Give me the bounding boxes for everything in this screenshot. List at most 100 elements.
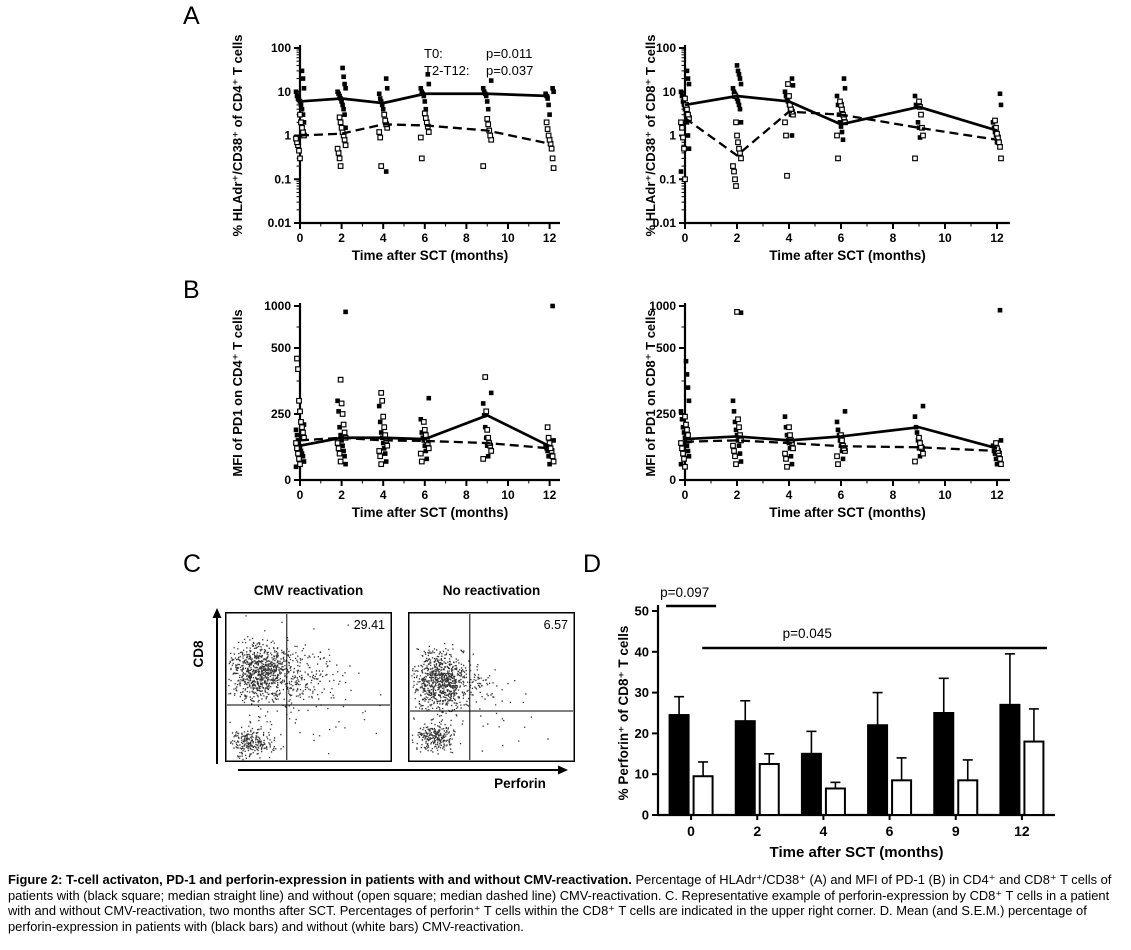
svg-text:Time after SCT (months): Time after SCT (months) — [769, 248, 926, 263]
svg-text:6: 6 — [421, 488, 428, 502]
svg-text:250: 250 — [656, 407, 676, 421]
svg-text:4: 4 — [380, 231, 387, 245]
svg-text:Time after SCT (months): Time after SCT (months) — [352, 505, 509, 520]
b_cd4-points-0 — [293, 303, 556, 470]
svg-text:0: 0 — [687, 823, 695, 839]
cd8-axis-arrow: CD8 — [191, 608, 222, 764]
svg-text:0: 0 — [284, 473, 291, 487]
cd8-arrow-head-icon — [212, 608, 222, 618]
svg-text:1: 1 — [284, 129, 291, 143]
svg-text:12: 12 — [990, 488, 1004, 502]
svg-text:100: 100 — [656, 41, 676, 55]
svg-text:1000: 1000 — [649, 299, 676, 313]
svg-text:10: 10 — [635, 767, 649, 782]
a_cd4-points-1 — [293, 110, 557, 171]
svg-text:2: 2 — [338, 488, 345, 502]
svg-text:12: 12 — [543, 231, 557, 245]
svg-text:8: 8 — [463, 488, 470, 502]
svg-text:MFI of PD1 on CD8⁺ T cells: MFI of PD1 on CD8⁺ T cells — [643, 309, 658, 476]
svg-text:% Perforin⁺ of CD8⁺ T cells: % Perforin⁺ of CD8⁺ T cells — [616, 626, 631, 801]
svg-text:20: 20 — [635, 726, 649, 741]
svg-text:8: 8 — [463, 231, 470, 245]
flow-cmv: 29.41 — [225, 612, 392, 762]
svg-text:Time after SCT (months): Time after SCT (months) — [352, 248, 509, 263]
svg-text:2: 2 — [338, 231, 345, 245]
b_cd8-median-0 — [684, 425, 998, 450]
a_cd8-points-1 — [678, 81, 1004, 189]
chart-d: 0 10 20 30 40 50 0 2 4 6 9 12 p=0.097 p=0.045 % Perfor… — [616, 585, 1055, 861]
svg-text:6: 6 — [886, 823, 894, 839]
svg-text:12: 12 — [990, 231, 1004, 245]
svg-text:9: 9 — [952, 823, 960, 839]
caption-body: Percentage of HLAdr⁺/CD38⁺ (A) and MFI o… — [8, 872, 1112, 934]
panel-b-label: B — [183, 276, 200, 304]
svg-text:6: 6 — [421, 231, 428, 245]
svg-text:10: 10 — [501, 231, 515, 245]
d-bars-series-1 — [692, 708, 1045, 817]
svg-text:10: 10 — [278, 85, 292, 99]
svg-text:6.57: 6.57 — [544, 618, 568, 632]
svg-text:50: 50 — [635, 604, 649, 619]
svg-text:6: 6 — [838, 488, 845, 502]
svg-text:500: 500 — [656, 341, 676, 355]
flow-title-cmv: CMV reactivation — [253, 583, 364, 598]
c_cmv-dots — [228, 615, 382, 761]
chart-b-cd8: 0 250 500 1000 0 2 4 6 8 10 12 MFI of PD1 on CD8⁺ T… — [643, 299, 1010, 520]
d-bars-series-0 — [668, 653, 1021, 817]
svg-text:0.1: 0.1 — [274, 172, 291, 186]
svg-text:0.1: 0.1 — [659, 172, 676, 186]
svg-text:500: 500 — [271, 341, 291, 355]
b_cd8-median-1 — [684, 439, 998, 453]
caption-title: Figure 2: T-cell activaton, PD-1 and per… — [8, 872, 632, 887]
perforin-axis-label: Perforin — [494, 776, 546, 791]
svg-text:4: 4 — [380, 488, 387, 502]
c_nocmv-dots — [411, 643, 549, 755]
svg-text:2: 2 — [734, 488, 741, 502]
svg-text:250: 250 — [271, 407, 291, 421]
svg-text:MFI of PD1 on CD4⁺ T cells: MFI of PD1 on CD4⁺ T cells — [230, 309, 245, 476]
svg-text:0.01: 0.01 — [268, 216, 292, 230]
svg-text:2: 2 — [734, 231, 741, 245]
svg-text:0: 0 — [682, 231, 689, 245]
svg-text:% HLAdr⁺/CD38⁺ of CD8⁺ T cells: % HLAdr⁺/CD38⁺ of CD8⁺ T cells — [643, 35, 658, 237]
svg-text:p=0.045: p=0.045 — [783, 626, 832, 641]
svg-text:10: 10 — [501, 488, 515, 502]
chart-a-cd4: 100 10 1 0.1 0.01 0 2 4 6 8 10 12 % HLAdr⁺/CD38⁺ of … — [230, 35, 560, 263]
panel-c-label: C — [183, 550, 202, 578]
figure-caption: Figure 2: T-cell activaton, PD-1 and per… — [8, 872, 1125, 934]
b_cd8-points-1 — [678, 309, 1004, 470]
svg-text:10: 10 — [663, 85, 677, 99]
svg-text:4: 4 — [786, 231, 793, 245]
svg-text:p=0.097: p=0.097 — [660, 585, 709, 600]
svg-text:10: 10 — [938, 488, 952, 502]
chart-b-cd4: 0 250 500 1000 0 2 4 6 8 10 12 MFI of PD1 on CD4⁺ T… — [230, 299, 560, 520]
flow-title-nocmv: No reactivation — [442, 583, 541, 598]
svg-text:T2-T12:: T2-T12: — [424, 63, 470, 78]
svg-text:% HLAdr⁺/CD38⁺ of CD4⁺ T cells: % HLAdr⁺/CD38⁺ of CD4⁺ T cells — [230, 35, 245, 237]
svg-text:8: 8 — [890, 231, 897, 245]
svg-text:10: 10 — [938, 231, 952, 245]
flow-nocmv: 6.57 — [408, 612, 575, 762]
svg-text:8: 8 — [890, 488, 897, 502]
svg-text:0: 0 — [642, 808, 649, 823]
svg-text:p=0.037: p=0.037 — [486, 63, 533, 78]
svg-text:12: 12 — [1014, 823, 1030, 839]
a_cd4-median-0 — [299, 92, 550, 105]
svg-text:2: 2 — [753, 823, 761, 839]
panel-d-label: D — [583, 550, 602, 578]
svg-text:6: 6 — [838, 231, 845, 245]
svg-text:30: 30 — [635, 685, 649, 700]
svg-text:0.01: 0.01 — [653, 216, 677, 230]
svg-text:4: 4 — [786, 488, 793, 502]
svg-text:p=0.011: p=0.011 — [486, 46, 532, 61]
svg-text:1: 1 — [669, 129, 676, 143]
svg-text:0: 0 — [297, 488, 304, 502]
svg-text:40: 40 — [635, 644, 649, 659]
svg-text:100: 100 — [271, 41, 291, 55]
a_cd8-median-1 — [684, 110, 998, 157]
a_cd4-median-1 — [299, 123, 550, 145]
svg-text:1000: 1000 — [264, 299, 291, 313]
svg-text:0: 0 — [682, 488, 689, 502]
b_cd4-median-1 — [299, 436, 550, 450]
